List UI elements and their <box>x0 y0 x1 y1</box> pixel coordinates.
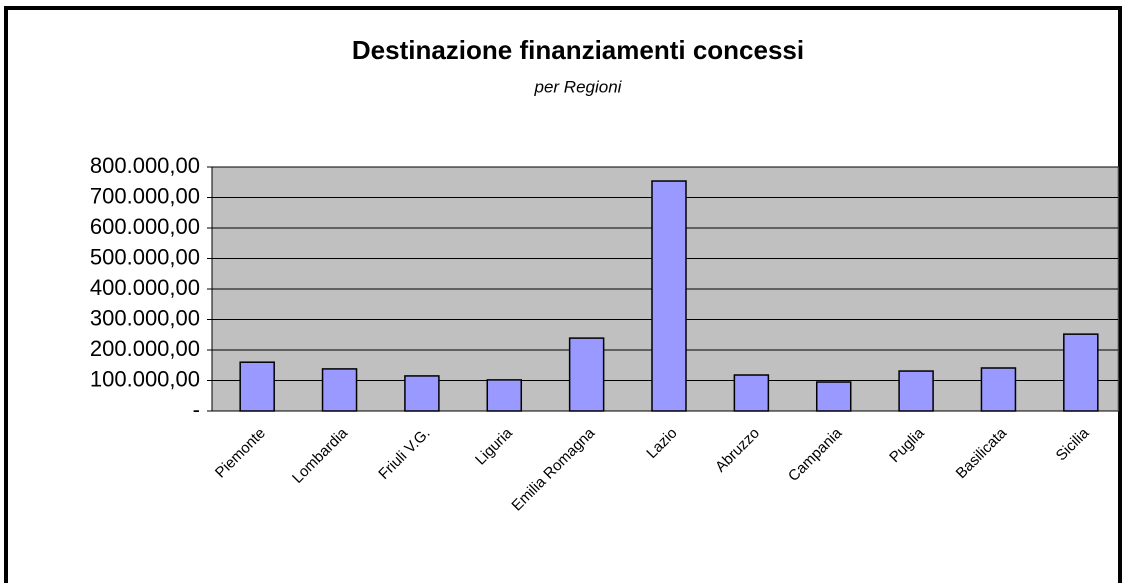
bar <box>898 370 934 412</box>
y-tick-label: 200.000,00 <box>90 336 200 361</box>
bar <box>239 361 275 412</box>
bar <box>980 367 1017 412</box>
chart-title: Destinazione finanziamenti concessi <box>352 35 804 65</box>
y-tick-label: 400.000,00 <box>90 275 200 300</box>
bar <box>568 337 605 412</box>
bar <box>404 375 440 412</box>
y-tick-label: 500.000,00 <box>90 244 200 269</box>
y-tick-label: 300.000,00 <box>90 305 200 330</box>
y-tick-label: 100.000,00 <box>90 366 200 391</box>
y-tick-label: 800.000,00 <box>90 153 200 178</box>
bar <box>815 381 852 412</box>
bar <box>651 180 687 412</box>
y-tick-label: 700.000,00 <box>90 183 200 208</box>
bar <box>1063 333 1099 412</box>
y-tick-label: - <box>193 397 200 422</box>
chart-subtitle: per Regioni <box>534 77 623 96</box>
y-tick-label: 600.000,00 <box>90 214 200 239</box>
bar <box>733 374 770 412</box>
bar <box>321 368 358 412</box>
bar <box>486 379 523 412</box>
